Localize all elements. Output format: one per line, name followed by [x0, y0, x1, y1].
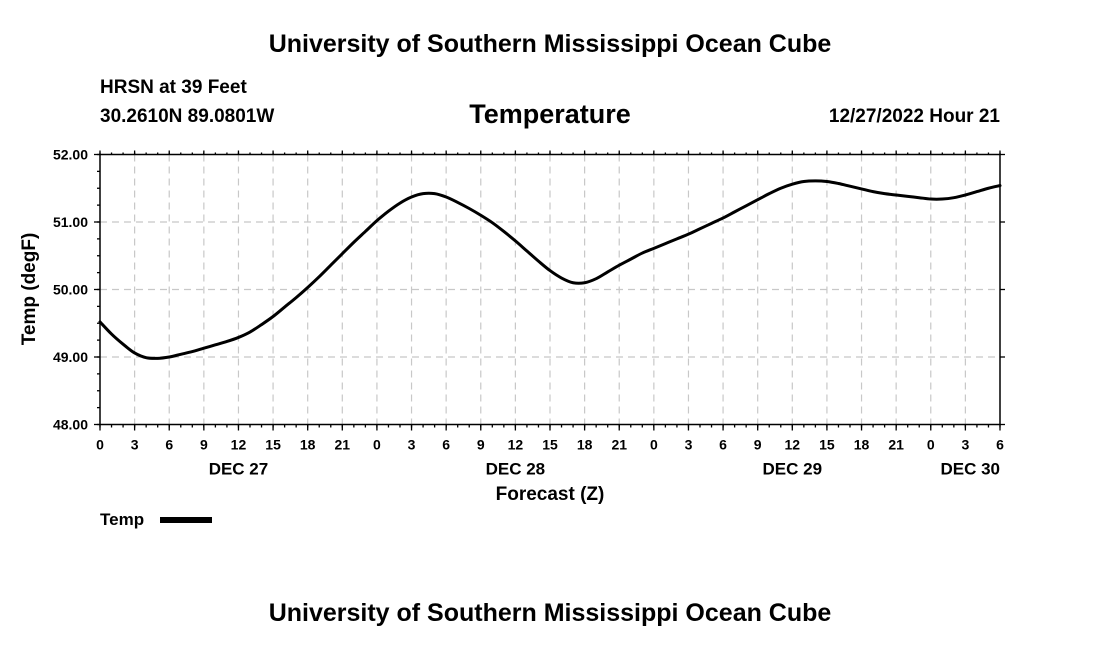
series-layer: [98, 179, 1002, 360]
x-tick-label: 15: [819, 437, 835, 453]
x-tick-label: 6: [996, 437, 1004, 453]
x-tick-label: 18: [300, 437, 316, 453]
x-tick-label: 21: [611, 437, 627, 453]
chart-title: Temperature: [469, 99, 631, 129]
temp-series-line: [98, 179, 1002, 360]
day-label: DEC 27: [209, 460, 269, 479]
grid-layer: [100, 154, 1000, 425]
forecast-datetime: 12/27/2022 Hour 21: [828, 106, 1000, 127]
ticks-layer: 48.00 49.00 50.00 51.00 52.00 0 3 6 9 12 15 18 21 0 3 6…: [53, 147, 1005, 479]
plot-frame: [99, 153, 1001, 426]
coordinates-label: 30.2610N 89.0801W: [100, 106, 275, 127]
day-label: DEC 29: [763, 460, 823, 479]
x-tick-label: 9: [200, 437, 208, 453]
station-label: HRSN at 39 Feet: [100, 77, 247, 98]
x-axis-title: Forecast (Z): [496, 484, 605, 505]
chart-suptitle: University of Southern Mississippi Ocean…: [268, 30, 832, 58]
y-tick-label: 48.00: [53, 417, 88, 433]
x-tick-label: 3: [685, 437, 693, 453]
x-tick-label: 6: [165, 437, 173, 453]
footer-title: University of Southern Mississippi Ocean…: [268, 599, 832, 627]
x-tick-label: 21: [335, 437, 351, 453]
x-tick-label: 0: [650, 437, 658, 453]
day-label: DEC 30: [940, 460, 1000, 479]
x-tick-label: 12: [508, 437, 524, 453]
y-tick-label: 50.00: [53, 282, 88, 298]
y-tick-label: 52.00: [53, 147, 88, 163]
x-tick-label: 3: [408, 437, 416, 453]
x-tick-label: 12: [231, 437, 247, 453]
x-tick-label: 18: [577, 437, 593, 453]
x-tick-label: 3: [961, 437, 969, 453]
legend-swatch: [160, 517, 212, 523]
x-tick-label: 15: [542, 437, 558, 453]
x-tick-label: 6: [442, 437, 450, 453]
legend-label: Temp: [100, 510, 145, 529]
x-tick-label: 0: [373, 437, 381, 453]
y-axis-title: Temp (degF): [19, 233, 40, 346]
x-tick-label: 21: [888, 437, 904, 453]
x-tick-label: 0: [96, 437, 104, 453]
x-tick-label: 3: [131, 437, 139, 453]
day-label: DEC 28: [486, 460, 546, 479]
y-tick-label: 49.00: [53, 349, 88, 365]
x-tick-label: 6: [719, 437, 727, 453]
x-tick-label: 18: [854, 437, 870, 453]
x-tick-label: 9: [477, 437, 485, 453]
x-tick-label: 0: [927, 437, 935, 453]
x-tick-label: 15: [265, 437, 281, 453]
x-tick-label: 9: [754, 437, 762, 453]
y-tick-label: 51.00: [53, 214, 88, 230]
x-tick-label: 12: [785, 437, 801, 453]
